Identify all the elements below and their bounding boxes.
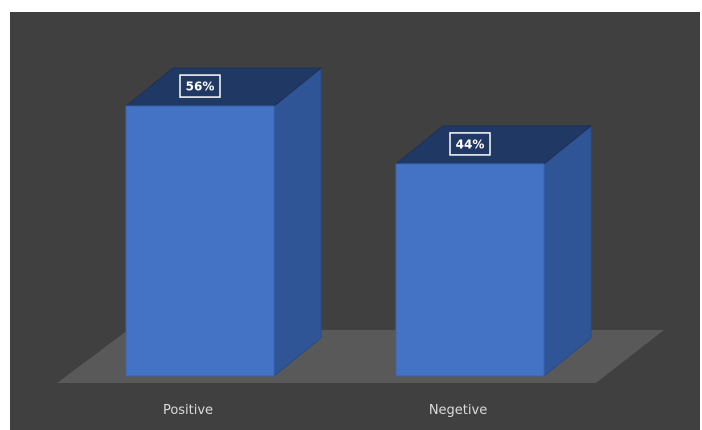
bar-side-face: [273, 67, 322, 378]
bar-front-face: [395, 163, 545, 377]
bar-positive: 56%: [124, 67, 323, 378]
bars: 56% 44%: [124, 67, 593, 378]
bar-side-face: [543, 124, 592, 378]
data-label-box: [179, 74, 221, 98]
bar-negetive: 44%: [394, 124, 593, 378]
bar-front-face: [125, 105, 275, 377]
data-label-box: [449, 132, 491, 156]
category-label: Negetive: [429, 403, 487, 418]
data-label: 44%: [456, 137, 485, 151]
category-labels: Positive Negetive: [163, 403, 487, 418]
category-label: Positive: [163, 403, 213, 418]
data-label: 56%: [186, 80, 215, 94]
